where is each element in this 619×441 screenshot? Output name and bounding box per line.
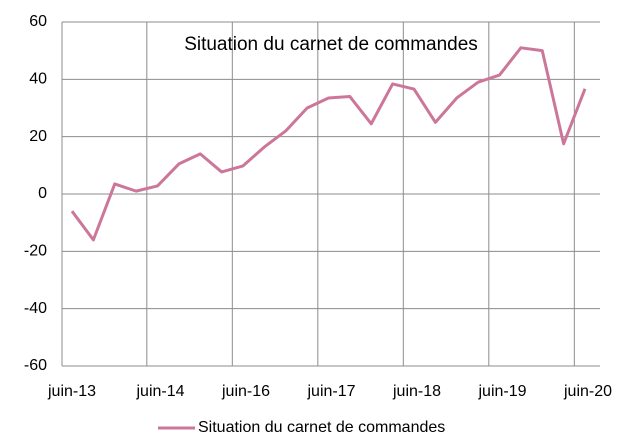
x-tick-label: juin-13 <box>47 383 96 400</box>
x-tick-label: juin-17 <box>306 383 355 400</box>
y-tick-label: 0 <box>38 185 47 202</box>
y-tick-label: 60 <box>29 13 47 30</box>
x-tick-label: juin-14 <box>135 383 184 400</box>
legend-label: Situation du carnet de commandes <box>198 419 445 436</box>
y-tick-label: -60 <box>24 357 47 374</box>
x-tick-label: juin-18 <box>392 383 441 400</box>
x-tick-label: juin-20 <box>563 383 612 400</box>
chart-title: Situation du carnet de commandes <box>184 34 478 55</box>
y-tick-label: 40 <box>29 71 47 88</box>
x-tick-label: juin-16 <box>221 383 270 400</box>
series-line <box>70 46 587 242</box>
x-tick-label: juin-19 <box>477 383 526 400</box>
y-tick-label: -40 <box>24 300 47 317</box>
y-tick-label: 20 <box>29 128 47 145</box>
y-tick-label: -20 <box>24 243 47 260</box>
